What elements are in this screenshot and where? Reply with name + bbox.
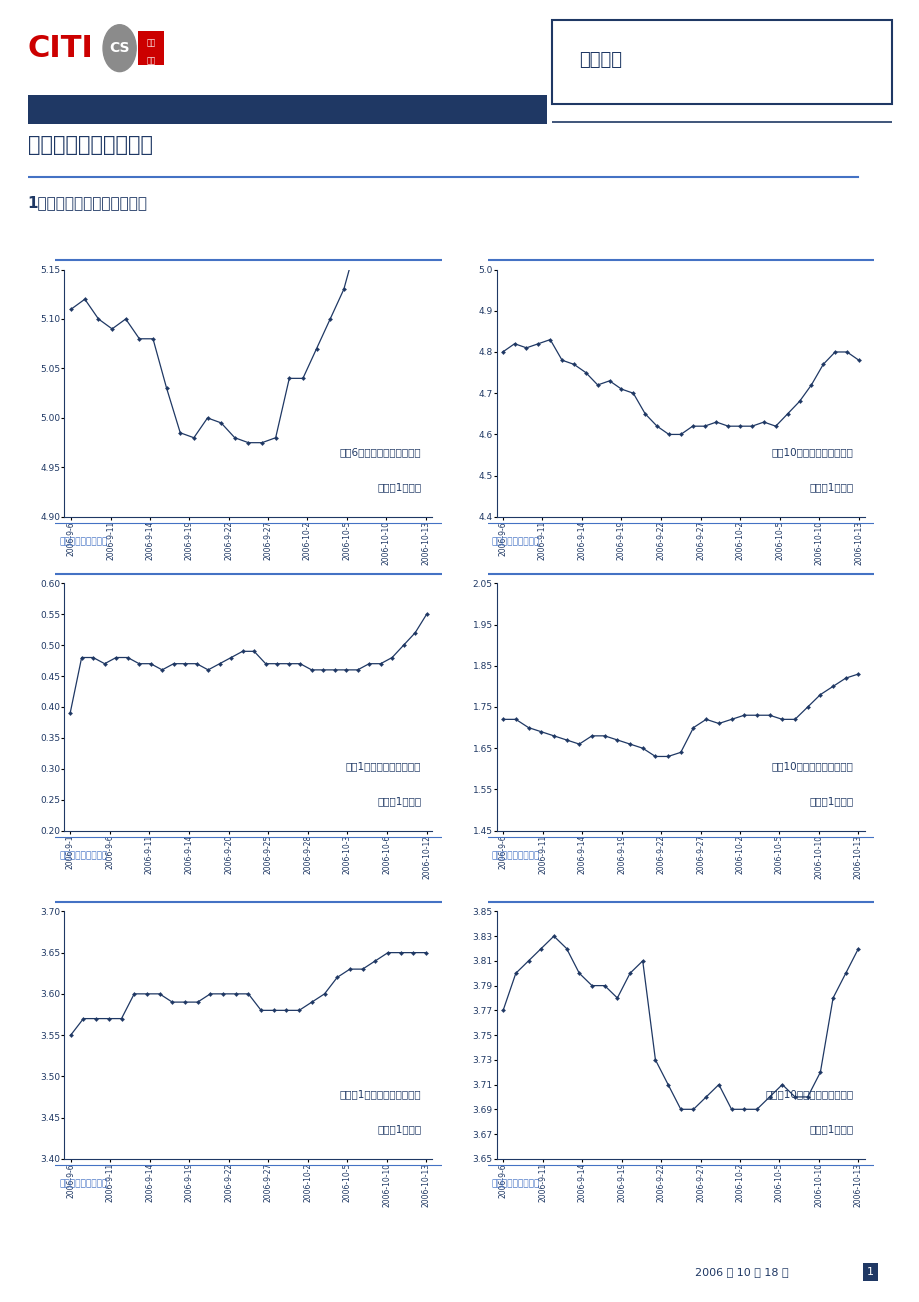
Text: 证券: 证券 [146, 57, 155, 65]
Text: （过去1个月）: （过去1个月） [809, 796, 853, 806]
Text: CITI: CITI [28, 34, 94, 62]
Text: 日本10年期国债收益率走势: 日本10年期国债收益率走势 [771, 762, 853, 771]
Text: 中信: 中信 [146, 39, 155, 47]
Circle shape [103, 25, 136, 72]
Text: 国际债券市场相关图表: 国际债券市场相关图表 [28, 135, 153, 155]
Text: 资料来源：彭博资讯: 资料来源：彭博资讯 [491, 852, 539, 861]
Text: 欧元区10年期国债收益率走势: 欧元区10年期国债收益率走势 [765, 1090, 853, 1099]
FancyBboxPatch shape [138, 31, 164, 65]
Text: 欧元区1年期国债收益率走势: 欧元区1年期国债收益率走势 [339, 1090, 421, 1099]
Text: （过去1个月）: （过去1个月） [377, 1124, 421, 1134]
Text: CS: CS [109, 42, 130, 55]
Text: 资料来源：彭博资讯: 资料来源：彭博资讯 [59, 538, 108, 547]
Text: 资料来源：彭博资讯: 资料来源：彭博资讯 [59, 1180, 108, 1189]
Text: （过去1个月）: （过去1个月） [377, 796, 421, 806]
Text: 日本1年期国债收益率走势: 日本1年期国债收益率走势 [346, 762, 421, 771]
Text: 美国10年期国债收益率走势: 美国10年期国债收益率走势 [771, 448, 853, 457]
Text: 资料来源：彭博资讯: 资料来源：彭博资讯 [491, 538, 539, 547]
Text: 债券日报: 债券日报 [579, 51, 621, 69]
Text: 1、主要债券市场收益率走势: 1、主要债券市场收益率走势 [28, 195, 147, 211]
Text: 2006 年 10 月 18 日: 2006 年 10 月 18 日 [694, 1267, 788, 1277]
Text: （过去1个月）: （过去1个月） [809, 1124, 853, 1134]
Text: （过去1个月）: （过去1个月） [809, 482, 853, 492]
Text: （过去1个月）: （过去1个月） [377, 482, 421, 492]
Text: 资料来源：彭博资讯: 资料来源：彭博资讯 [491, 1180, 539, 1189]
Text: 资料来源：彭博资讯: 资料来源：彭博资讯 [59, 852, 108, 861]
Text: 1: 1 [867, 1267, 873, 1277]
Text: 美国6个月期国债收益率走势: 美国6个月期国债收益率走势 [339, 448, 421, 457]
